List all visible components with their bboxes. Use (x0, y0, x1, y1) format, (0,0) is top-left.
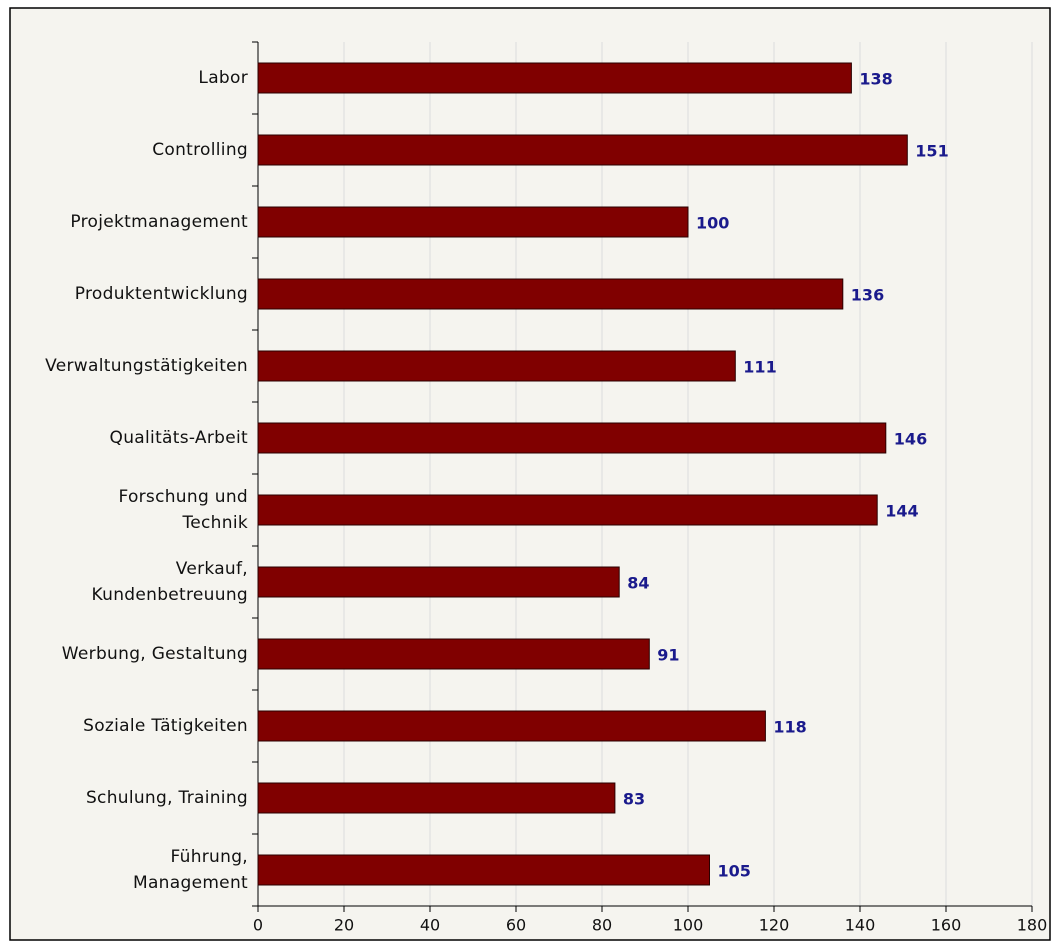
y-tick-label: Führung, Management (133, 847, 248, 893)
value-label: 105 (718, 862, 751, 881)
y-tick-label: Qualitäts-Arbeit (109, 428, 248, 448)
y-tick-label: Soziale Tätigkeiten (83, 716, 248, 736)
y-tick-label: Controlling (152, 140, 248, 160)
y-tick-label: Werbung, Gestaltung (61, 644, 248, 664)
value-label: 100 (696, 214, 729, 233)
y-tick-label: Schulung, Training (85, 788, 248, 808)
value-label: 83 (623, 790, 645, 809)
bar (257, 710, 766, 742)
x-tick-label: 60 (506, 916, 526, 935)
value-label: 91 (657, 646, 679, 665)
bar (257, 278, 844, 310)
y-tick-label: Produktentwicklung (74, 284, 248, 304)
x-tick-label: 140 (845, 916, 876, 935)
x-tick-label: 20 (334, 916, 354, 935)
bar (257, 638, 650, 670)
y-tick-label: Labor (198, 68, 248, 88)
x-tick-label: 100 (673, 916, 704, 935)
bar (257, 494, 878, 526)
value-label: 138 (859, 70, 892, 89)
y-tick-label: Forschung und Technik (118, 487, 248, 533)
bar (257, 62, 852, 94)
y-tick-label: Projektmanagement (70, 212, 248, 232)
value-label: 146 (894, 430, 927, 449)
x-tick-label: 0 (253, 916, 263, 935)
bar (257, 350, 736, 382)
x-tick-label: 160 (931, 916, 962, 935)
bar (257, 422, 887, 454)
value-label: 84 (627, 574, 649, 593)
bar (257, 134, 908, 166)
value-label: 144 (885, 502, 918, 521)
value-label: 151 (915, 142, 948, 161)
x-tick-label: 40 (420, 916, 440, 935)
bar (257, 566, 620, 598)
y-tick-label: Verwaltungstätigkeiten (45, 356, 248, 376)
x-tick-label: 80 (592, 916, 612, 935)
x-tick-label: 120 (759, 916, 790, 935)
bar (257, 854, 710, 886)
value-label: 111 (743, 358, 776, 377)
value-label: 118 (773, 718, 806, 737)
bar (257, 206, 689, 238)
value-label: 136 (851, 286, 884, 305)
y-tick-label: Verkauf, Kundenbetreuung (91, 559, 248, 605)
x-tick-label: 180 (1017, 916, 1048, 935)
bar (257, 782, 616, 814)
